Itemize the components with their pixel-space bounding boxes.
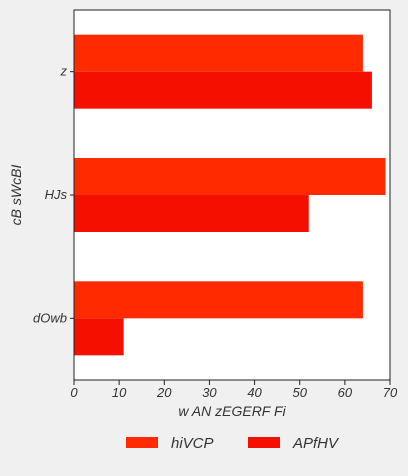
y-tick-label: HJs	[45, 187, 68, 202]
legend-label-APfHV: APfHV	[292, 435, 340, 452]
bar-hiVCP-z	[74, 34, 363, 72]
y-tick-label: z	[60, 64, 68, 79]
x-axis-title: w AN zEGERF Fi	[178, 403, 286, 419]
bars	[74, 34, 386, 356]
x-tick-label: 50	[292, 385, 307, 400]
x-tick-label: 20	[156, 385, 172, 400]
legend-label-hiVCP: hiVCP	[171, 435, 214, 452]
bar-hiVCP-HJs	[74, 158, 386, 195]
legend-swatch-hiVCP	[126, 437, 158, 448]
y-axis-title: cB sWcBI	[8, 165, 24, 226]
legend: hiVCP APfHV	[126, 435, 340, 452]
x-tick-label: 40	[247, 385, 262, 400]
bar-APfHV-dOwb	[74, 318, 124, 356]
legend-swatch-APfHV	[248, 437, 280, 448]
bar-APfHV-HJs	[74, 195, 309, 232]
x-axis: 0 10 20 30 40 50 60 70	[70, 380, 398, 400]
x-tick-label: 0	[70, 385, 78, 400]
bar-hiVCP-dOwb	[74, 281, 363, 319]
bar-APfHV-z	[74, 71, 372, 109]
x-tick-label: 60	[338, 385, 353, 400]
y-tick-label: dOwb	[33, 310, 67, 325]
x-tick-label: 10	[112, 385, 127, 400]
x-tick-label: 70	[383, 385, 398, 400]
x-tick-label: 30	[202, 385, 217, 400]
y-axis: z HJs dOwb	[33, 64, 74, 325]
